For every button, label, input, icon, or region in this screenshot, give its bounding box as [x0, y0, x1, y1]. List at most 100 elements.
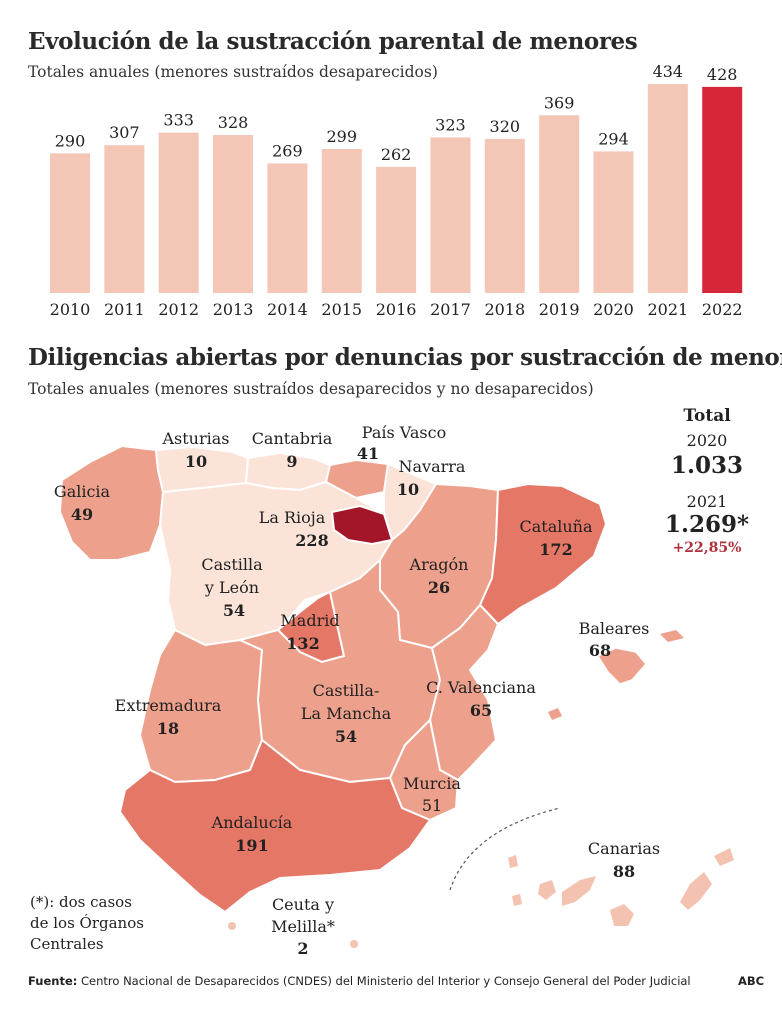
bar-2021 [647, 84, 688, 293]
bar-value-label-2014: 269 [272, 141, 303, 160]
bar-value-label-2013: 328 [218, 113, 249, 132]
x-tick-label-2017: 2017 [430, 300, 471, 319]
label-madrid-value: 132 [286, 634, 319, 653]
label-canarias-value: 88 [613, 862, 635, 881]
spain-map [58, 444, 734, 948]
bar-value-label-2012: 333 [163, 111, 194, 130]
canarias-separator [449, 807, 561, 891]
bar-value-label-2018: 320 [490, 117, 521, 136]
label-extremadura-name: Extremadura [115, 696, 222, 715]
region-canarias [508, 848, 734, 926]
footnote-line1: (*): dos casos [30, 893, 132, 911]
chart1-title: Evolución de la sustracción parental de … [28, 28, 638, 55]
region-la-rioja [330, 504, 394, 546]
label-castilla-mancha-name2: La Mancha [301, 704, 392, 723]
x-tick-label-2014: 2014 [267, 300, 308, 319]
bar-2011 [104, 145, 145, 293]
bar-value-label-2021: 434 [653, 62, 684, 81]
source-label: Fuente: [28, 974, 78, 988]
label-castilla-leon-name2: y León [204, 578, 259, 597]
source-text: Centro Nacional de Desaparecidos (CNDES)… [77, 974, 691, 988]
region-cataluna [478, 482, 608, 626]
label-madrid-name: Madrid [280, 611, 339, 630]
label-murcia-value: 51 [422, 796, 442, 815]
label-andalucia-name: Andalucía [211, 813, 293, 832]
label-asturias-value: 10 [185, 452, 207, 471]
bar-2020 [593, 151, 634, 293]
chart2-title: Diligencias abiertas por denuncias por s… [28, 344, 782, 371]
label-la-rioja-value: 228 [295, 531, 328, 550]
label-baleares-value: 68 [589, 641, 611, 660]
bar-2019 [539, 115, 580, 293]
x-tick-label-2020: 2020 [593, 300, 634, 319]
footnote: (*): dos casos de los Órganos Centrales [30, 892, 144, 955]
footnote-line3: Centrales [30, 935, 104, 953]
bar-value-label-2019: 369 [544, 93, 575, 112]
label-baleares-name: Baleares [579, 619, 650, 638]
melilla-shape [350, 940, 358, 948]
label-cataluna-name: Cataluña [519, 517, 592, 536]
region-baleares [596, 647, 647, 685]
label-castilla-leon-name1: Castilla [201, 555, 263, 574]
label-cantabria-value: 9 [286, 452, 297, 471]
totals-year-2021: 2021 [686, 492, 728, 511]
brand-logo: ABC [738, 974, 765, 988]
baleares-ibiza [548, 708, 562, 720]
chart1-subtitle: Totales anuales (menores sustraídos desa… [28, 63, 438, 81]
x-tick-label-2021: 2021 [647, 300, 688, 319]
chart2-subtitle: Totales anuales (menores sustraídos desa… [28, 380, 594, 398]
bar-chart: 290 2010 307 2011 333 2012 328 2013 269 2014 299 20… [50, 62, 743, 319]
label-pais-vasco-name: País Vasco [362, 423, 446, 442]
label-castilla-mancha-name1: Castilla- [313, 681, 380, 700]
bar-value-label-2017: 323 [435, 115, 466, 134]
bar-2015 [321, 149, 362, 293]
bar-2014 [267, 163, 308, 293]
bar-2017 [430, 137, 471, 293]
source-line: Fuente: Centro Nacional de Desaparecidos… [28, 974, 691, 988]
bar-2016 [376, 166, 417, 293]
label-extremadura-value: 18 [157, 719, 179, 738]
bar-2022 [702, 86, 743, 293]
x-tick-label-2011: 2011 [104, 300, 145, 319]
bar-2010 [50, 153, 90, 293]
bar-value-label-2016: 262 [381, 145, 412, 164]
label-cantabria-name: Cantabria [252, 429, 333, 448]
bar-2018 [484, 138, 525, 293]
x-tick-label-2013: 2013 [213, 300, 254, 319]
x-tick-label-2015: 2015 [321, 300, 362, 319]
label-galicia-value: 49 [71, 505, 93, 524]
region-andalucia [118, 738, 432, 914]
label-c-valenciana-value: 65 [470, 701, 492, 720]
totals-year-2020: 2020 [686, 431, 728, 450]
label-aragon-name: Aragón [409, 555, 469, 574]
label-aragon-value: 26 [428, 578, 450, 597]
bar-value-label-2015: 299 [326, 127, 357, 146]
label-ceuta-melilla-name1: Ceuta y [272, 895, 334, 914]
totals-value-2021: 1.269* [664, 511, 750, 538]
map-labels: Asturias 10 Cantabria 9 País Vasco 41 Na… [54, 423, 660, 958]
label-la-rioja-name: La Rioja [259, 508, 326, 527]
label-castilla-mancha-value: 54 [335, 727, 357, 746]
label-ceuta-melilla-value: 2 [297, 939, 308, 958]
totals-change: +22,85% [672, 540, 742, 556]
bar-value-label-2010: 290 [55, 131, 86, 150]
bar-value-label-2011: 307 [109, 123, 140, 142]
bar-2013 [213, 135, 254, 293]
bar-value-label-2022: 428 [707, 65, 738, 84]
label-ceuta-melilla-name2: Melilla* [271, 917, 335, 936]
totals-heading: Total [683, 406, 731, 426]
x-tick-label-2012: 2012 [158, 300, 199, 319]
label-andalucia-value: 191 [235, 836, 268, 855]
label-murcia-name: Murcia [403, 774, 461, 793]
x-tick-label-2016: 2016 [376, 300, 417, 319]
baleares-menorca [660, 630, 684, 642]
totals-value-2020: 1.033 [670, 452, 744, 479]
label-navarra-value: 10 [397, 480, 419, 499]
label-c-valenciana-name: C. Valenciana [426, 678, 536, 697]
x-tick-label-2018: 2018 [484, 300, 525, 319]
bar-2012 [158, 132, 199, 293]
x-tick-label-2010: 2010 [50, 300, 91, 319]
x-tick-label-2019: 2019 [539, 300, 580, 319]
label-pais-vasco-value: 41 [357, 444, 379, 463]
label-galicia-name: Galicia [54, 482, 111, 501]
